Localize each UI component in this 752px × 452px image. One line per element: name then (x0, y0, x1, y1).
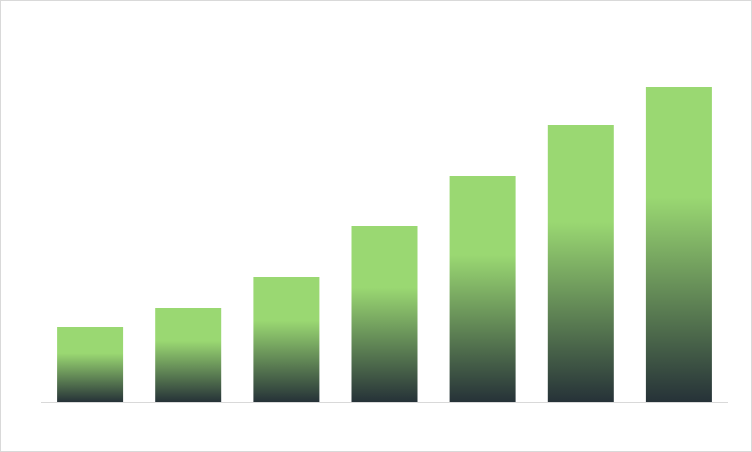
bar-4 (351, 226, 418, 402)
bar-5 (449, 176, 516, 402)
bar-3 (253, 277, 320, 402)
bar-6 (547, 125, 614, 402)
bar-2 (155, 308, 222, 402)
bar-series (57, 87, 712, 402)
bar-7 (645, 87, 712, 402)
bar-1 (57, 327, 124, 402)
